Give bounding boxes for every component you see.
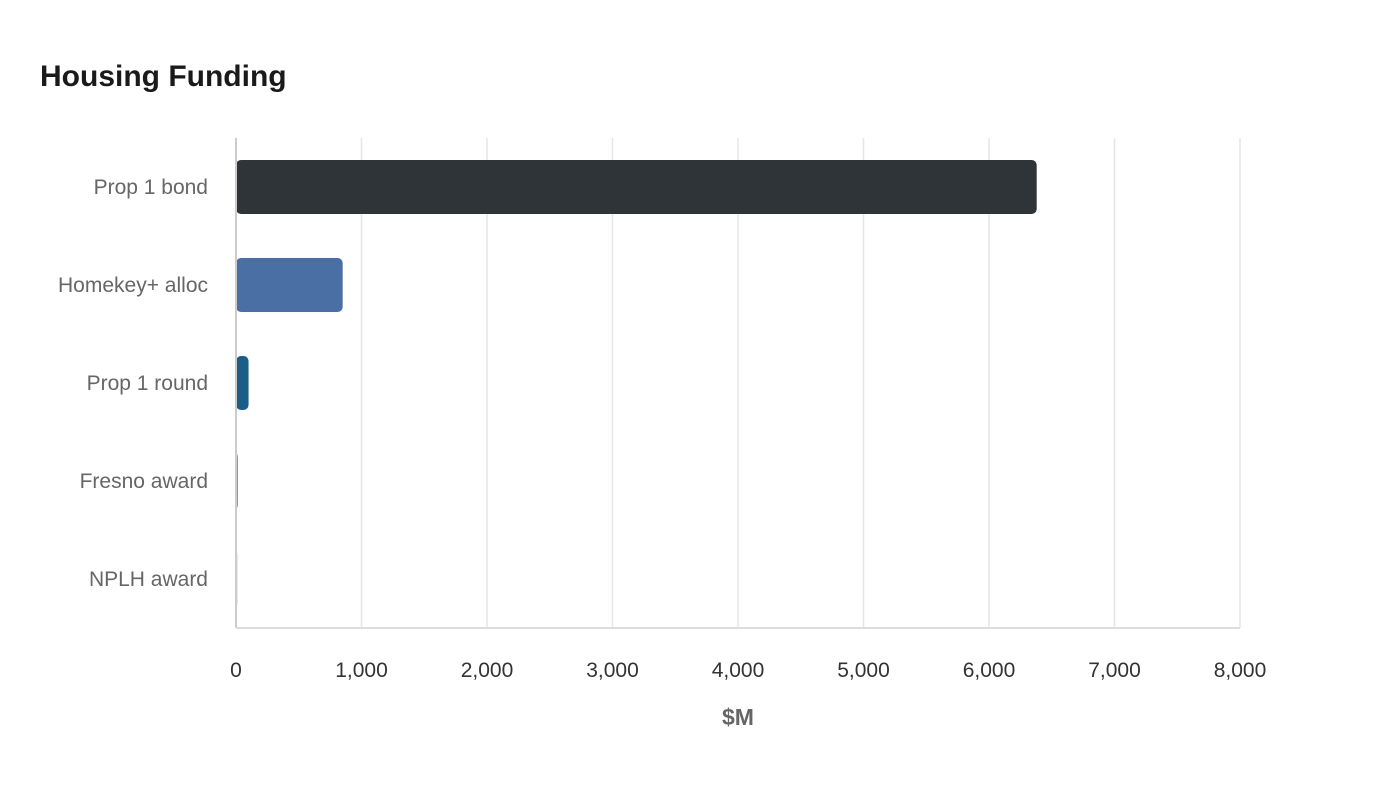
bar <box>236 258 343 312</box>
x-tick-label: 5,000 <box>837 659 890 682</box>
category-label: Prop 1 round <box>87 372 208 395</box>
category-label: Fresno award <box>80 470 208 493</box>
x-tick-label: 6,000 <box>963 659 1016 682</box>
bar <box>236 356 249 410</box>
x-tick-label: 3,000 <box>586 659 639 682</box>
bar <box>236 160 1037 214</box>
x-tick-label: 8,000 <box>1214 659 1267 682</box>
x-tick-label: 4,000 <box>712 659 765 682</box>
x-axis-title: $M <box>722 704 754 730</box>
x-tick-label: 2,000 <box>461 659 514 682</box>
labels: 0 1,000 2,000 3,000 4,000 5,000 6,000 7,000 8,00… <box>58 176 1266 730</box>
axes <box>235 138 1240 629</box>
x-tick-label: 0 <box>230 659 242 682</box>
x-tick-label: 1,000 <box>335 659 388 682</box>
bars <box>236 160 1037 606</box>
category-label: NPLH award <box>89 568 208 591</box>
category-label: Prop 1 bond <box>94 176 208 199</box>
chart-title: Housing Funding <box>40 60 287 93</box>
category-label: Homekey+ alloc <box>58 274 208 297</box>
x-tick-label: 7,000 <box>1088 659 1141 682</box>
